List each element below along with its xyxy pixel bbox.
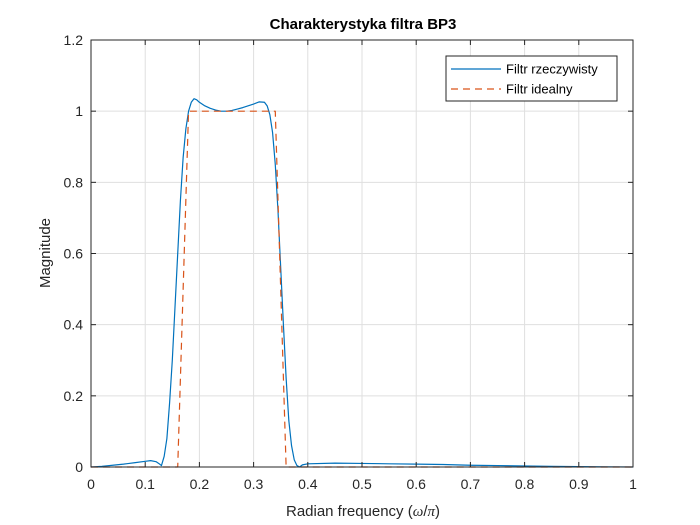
tick-marks: [90, 39, 634, 468]
x-axis-label-pi: π: [428, 504, 436, 520]
legend: Filtr rzeczywisty Filtr idealny: [445, 55, 618, 102]
x-axis-label-slash: /: [423, 503, 428, 520]
y-tick-label: 1.2: [64, 32, 84, 48]
x-axis-label-omega: ω: [413, 504, 424, 520]
x-tick-label: 0.1: [135, 476, 155, 492]
chart-title: Charakterystyka filtra BP3: [270, 16, 457, 33]
y-tick-label: 1: [75, 103, 83, 119]
y-tick-label: 0.4: [64, 317, 84, 333]
x-tick-label: 0.7: [461, 476, 481, 492]
x-tick-label: 0: [87, 476, 95, 492]
x-tick-label: 1: [629, 476, 637, 492]
x-axis-label-prefix: Radian frequency (: [286, 503, 413, 520]
legend-box: [445, 55, 618, 102]
y-tick-label: 0.2: [64, 388, 84, 404]
y-axis-label: Magnitude: [37, 218, 54, 288]
legend-label-filtr-rzeczywisty: Filtr rzeczywisty: [506, 62, 598, 77]
y-tick-label: 0: [75, 459, 83, 475]
x-axis-label-suffix: ): [435, 503, 440, 520]
y-tick-label: 0.6: [64, 246, 84, 262]
y-tick-label: 0.8: [64, 174, 84, 190]
x-tick-label: 0.2: [190, 476, 210, 492]
x-tick-label: 0.3: [244, 476, 264, 492]
x-tick-label: 0.9: [569, 476, 589, 492]
series-line-filtr-rzeczywisty: [90, 98, 634, 468]
x-tick-label: 0.8: [515, 476, 535, 492]
x-tick-label: 0.5: [352, 476, 372, 492]
tick-labels: 0 0.1 0.2 0.3 0.4 0.5 0.6 0.7 0.8 0.9 1 0 0.2 0.4 0.6 0…: [64, 32, 638, 492]
legend-label-filtr-idealny: Filtr idealny: [506, 82, 573, 97]
x-axis-label: Radian frequency (ω/π): [286, 503, 440, 520]
x-tick-label: 0.6: [406, 476, 426, 492]
x-tick-label: 0.4: [298, 476, 318, 492]
